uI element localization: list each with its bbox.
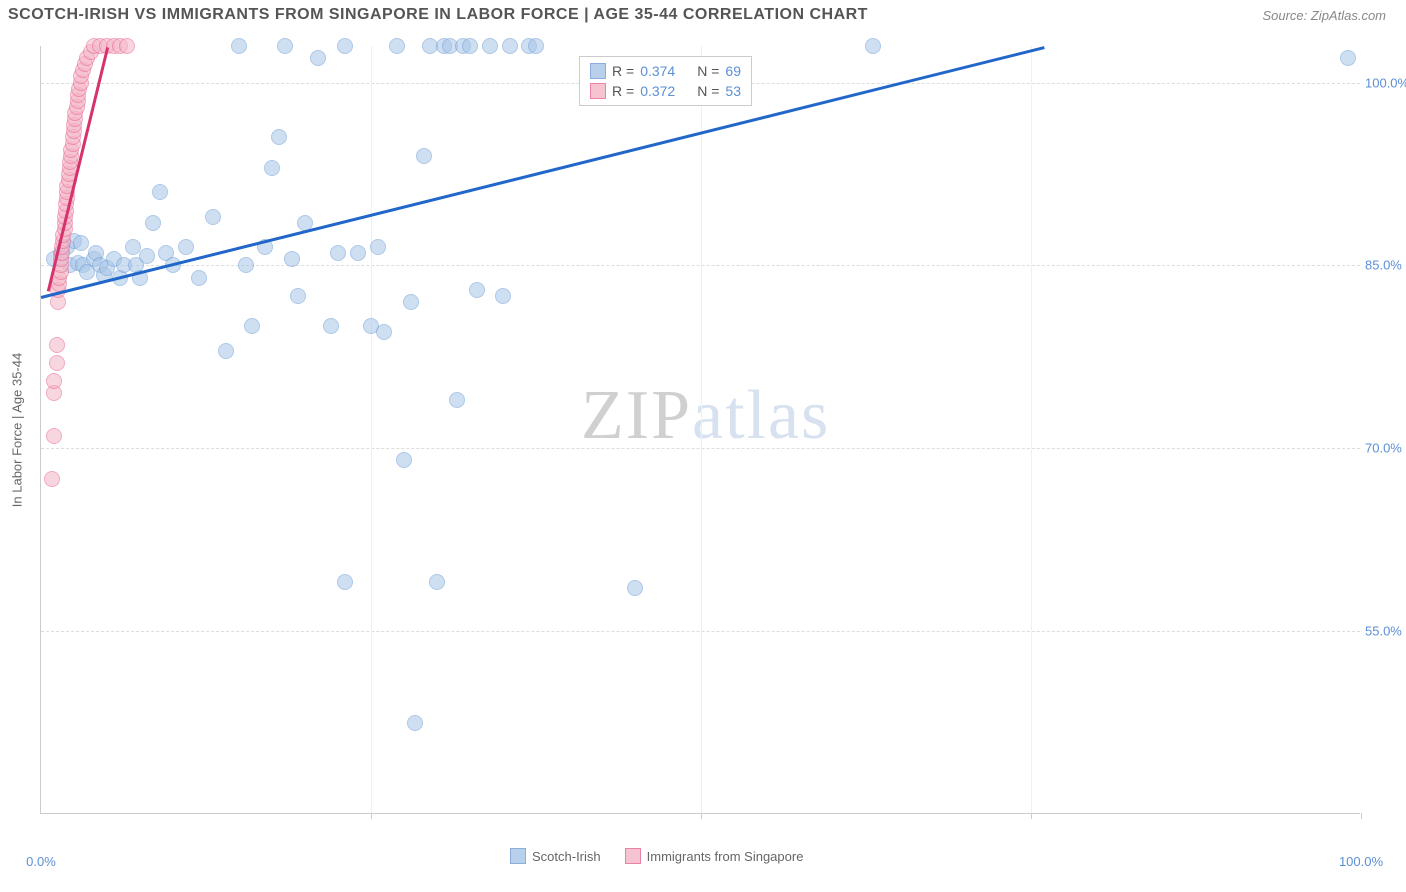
data-point xyxy=(337,38,353,54)
trend-line xyxy=(41,46,1045,298)
data-point xyxy=(44,471,60,487)
y-tick-label: 85.0% xyxy=(1365,258,1406,273)
legend-stats-row: R = 0.372 N = 53 xyxy=(590,81,741,101)
y-tick-label: 55.0% xyxy=(1365,624,1406,639)
data-point xyxy=(218,343,234,359)
legend-item: Scotch-Irish xyxy=(510,848,601,864)
legend-swatch xyxy=(590,63,606,79)
data-point xyxy=(277,38,293,54)
n-value: 53 xyxy=(725,83,741,99)
legend-swatch xyxy=(590,83,606,99)
data-point xyxy=(403,294,419,310)
data-point xyxy=(244,318,260,334)
data-point xyxy=(469,282,485,298)
data-point xyxy=(1340,50,1356,66)
r-label: R = xyxy=(612,83,634,99)
data-point xyxy=(284,251,300,267)
x-axis-tick xyxy=(371,813,372,819)
chart-header: SCOTCH-IRISH VS IMMIGRANTS FROM SINGAPOR… xyxy=(0,0,1406,34)
data-point xyxy=(502,38,518,54)
n-label: N = xyxy=(697,83,719,99)
data-point xyxy=(330,245,346,261)
data-point xyxy=(323,318,339,334)
n-value: 69 xyxy=(725,63,741,79)
gridline-vertical xyxy=(1031,46,1032,813)
data-point xyxy=(238,257,254,273)
r-value: 0.374 xyxy=(640,63,675,79)
data-point xyxy=(396,452,412,468)
data-point xyxy=(139,248,155,264)
data-point xyxy=(290,288,306,304)
data-point xyxy=(73,235,89,251)
legend-swatch xyxy=(625,848,641,864)
data-point xyxy=(231,38,247,54)
data-point xyxy=(46,428,62,444)
watermark: ZIPatlas xyxy=(581,376,830,456)
data-point xyxy=(152,184,168,200)
data-point xyxy=(449,392,465,408)
data-point xyxy=(145,215,161,231)
legend-stats-row: R = 0.374 N = 69 xyxy=(590,61,741,81)
r-label: R = xyxy=(612,63,634,79)
data-point xyxy=(462,38,478,54)
data-point xyxy=(528,38,544,54)
data-point xyxy=(178,239,194,255)
x-axis-tick xyxy=(701,813,702,819)
gridline-vertical xyxy=(371,46,372,813)
y-tick-label: 100.0% xyxy=(1365,75,1406,90)
r-value: 0.372 xyxy=(640,83,675,99)
data-point xyxy=(376,324,392,340)
data-point xyxy=(264,160,280,176)
legend-item: Immigrants from Singapore xyxy=(625,848,804,864)
n-label: N = xyxy=(697,63,719,79)
data-point xyxy=(429,574,445,590)
data-point xyxy=(337,574,353,590)
data-point xyxy=(350,245,366,261)
data-point xyxy=(49,355,65,371)
x-axis-tick xyxy=(1361,813,1362,819)
legend-label: Immigrants from Singapore xyxy=(647,849,804,864)
gridline-vertical xyxy=(701,46,702,813)
data-point xyxy=(46,373,62,389)
legend-label: Scotch-Irish xyxy=(532,849,601,864)
data-point xyxy=(271,129,287,145)
data-point xyxy=(370,239,386,255)
x-tick-label: 0.0% xyxy=(26,854,56,869)
legend-stats: R = 0.374 N = 69 R = 0.372 N = 53 xyxy=(579,56,752,106)
data-point xyxy=(407,715,423,731)
data-point xyxy=(495,288,511,304)
data-point xyxy=(482,38,498,54)
x-tick-label: 100.0% xyxy=(1339,854,1383,869)
y-axis-title: In Labor Force | Age 35-44 xyxy=(10,352,25,506)
chart-title: SCOTCH-IRISH VS IMMIGRANTS FROM SINGAPOR… xyxy=(8,6,868,24)
chart-plot-area: In Labor Force | Age 35-44 ZIPatlas 55.0… xyxy=(40,46,1360,814)
data-point xyxy=(119,38,135,54)
data-point xyxy=(416,148,432,164)
data-point xyxy=(49,337,65,353)
data-point xyxy=(627,580,643,596)
data-point xyxy=(865,38,881,54)
data-point xyxy=(205,209,221,225)
data-point xyxy=(310,50,326,66)
chart-source: Source: ZipAtlas.com xyxy=(1262,8,1386,23)
y-tick-label: 70.0% xyxy=(1365,441,1406,456)
x-axis-tick xyxy=(1031,813,1032,819)
legend-swatch xyxy=(510,848,526,864)
data-point xyxy=(191,270,207,286)
data-point xyxy=(389,38,405,54)
legend-bottom: Scotch-Irish Immigrants from Singapore xyxy=(510,848,803,864)
